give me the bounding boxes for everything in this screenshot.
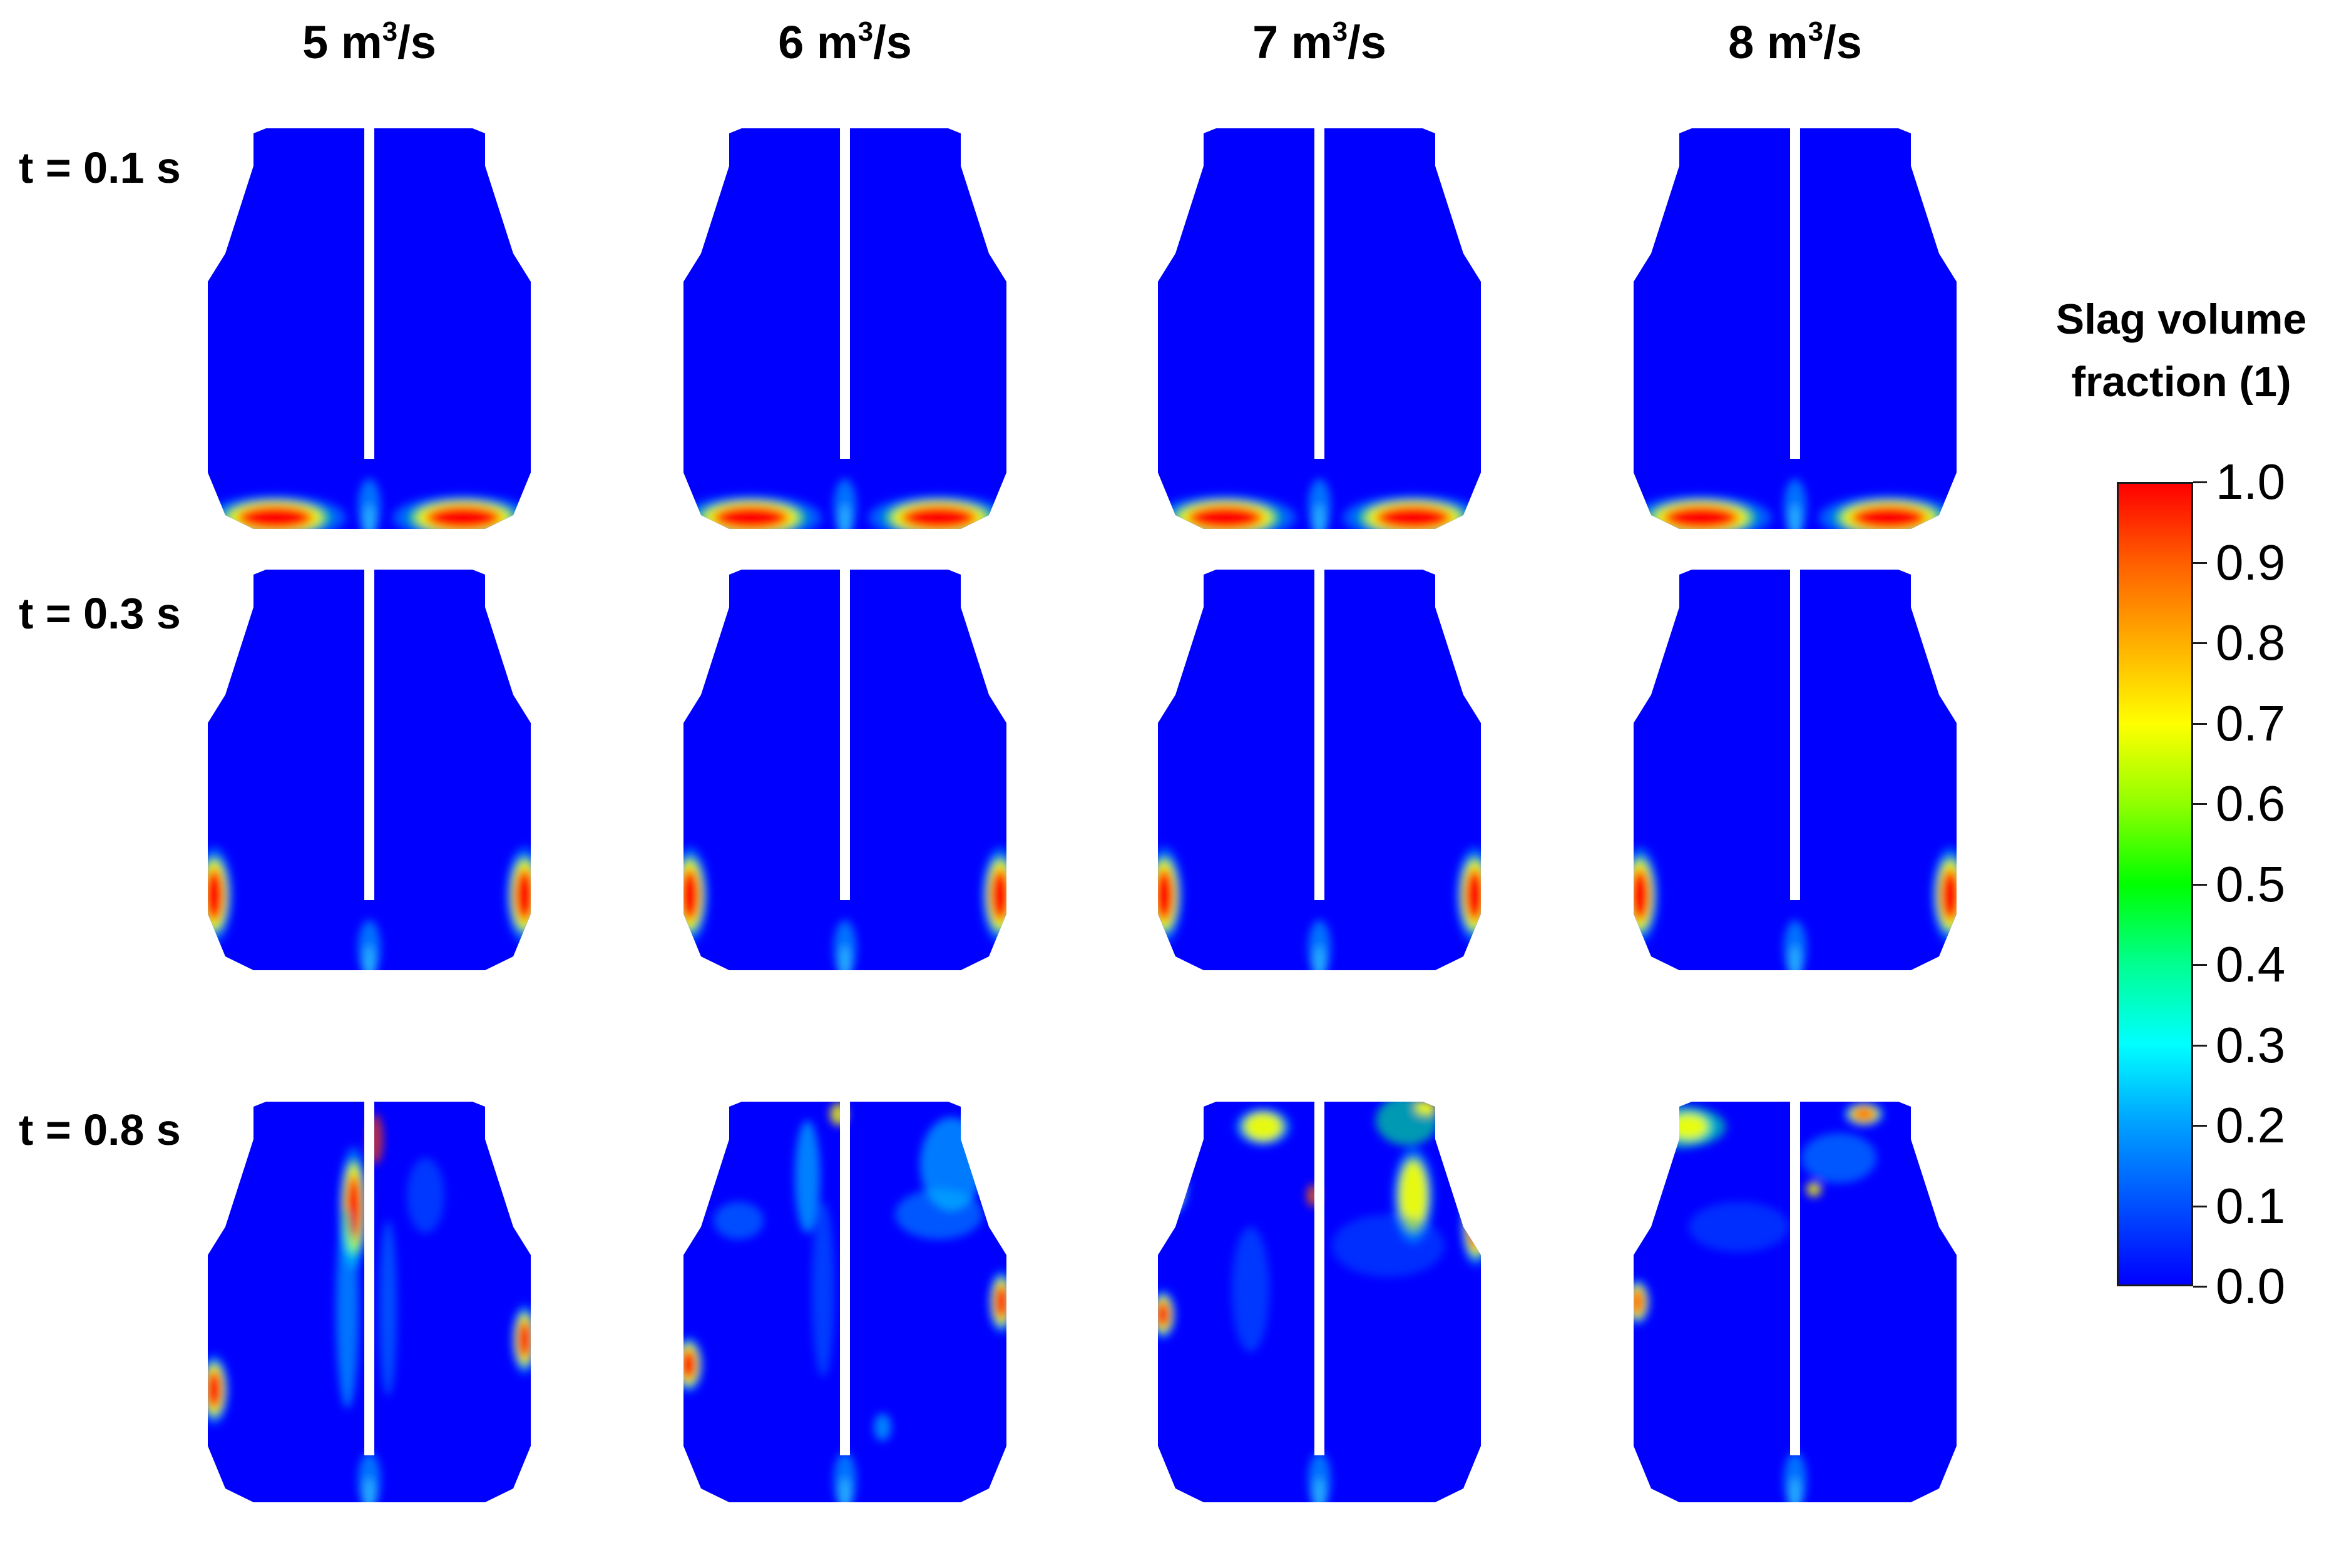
column-header-superscript: 3 [857, 16, 874, 47]
contour-panel [208, 1102, 531, 1502]
column-header-superscript: 3 [1808, 16, 1824, 47]
column-header-unit: /s [873, 16, 912, 68]
column-header-8: 8 m3/s [1639, 11, 1952, 74]
colorbar-tick-mark [2193, 1286, 2207, 1288]
contour-panel [1158, 570, 1481, 970]
column-header-label: 6 m [778, 16, 858, 68]
colorbar-tick-label: 0.2 [2216, 1097, 2286, 1153]
column-header-superscript: 3 [1332, 16, 1348, 47]
legend-title-line-1: Slag volume [2055, 295, 2307, 343]
colorbar-tick-mark [2193, 1206, 2207, 1207]
contour-panel [683, 128, 1006, 529]
row-header-t03: t = 0.3 s [19, 589, 181, 638]
column-header-label: 8 m [1728, 16, 1808, 68]
contour-panel [1158, 128, 1481, 529]
column-header-unit: /s [397, 16, 436, 68]
colorbar-tick-mark [2193, 642, 2207, 644]
column-header-unit: /s [1348, 16, 1386, 68]
colorbar-tick-label: 0.4 [2216, 936, 2286, 992]
colorbar-tick-mark [2193, 723, 2207, 725]
column-header-superscript: 3 [382, 16, 398, 47]
column-header-unit: /s [1823, 16, 1862, 68]
colorbar-tick-mark [2193, 1125, 2207, 1127]
legend-title-line-2: fraction (1) [2071, 358, 2291, 406]
legend-title: Slag volume fraction (1) [2022, 288, 2341, 413]
contour-panel [1634, 1102, 1957, 1502]
contour-panel [683, 570, 1006, 970]
contour-panel [1158, 1102, 1481, 1502]
column-header-label: 7 m [1252, 16, 1333, 68]
colorbar-tick-mark [2193, 964, 2207, 966]
colorbar [2117, 482, 2193, 1286]
colorbar-tick-mark [2193, 562, 2207, 564]
colorbar-tick-mark [2193, 481, 2207, 483]
contour-panel [208, 570, 531, 970]
contour-panel [683, 1102, 1006, 1502]
colorbar-tick-label: 0.3 [2216, 1017, 2286, 1073]
colorbar-tick-label: 1.0 [2216, 454, 2286, 510]
colorbar-tick-mark [2193, 1045, 2207, 1047]
colorbar-tick-label: 0.8 [2216, 615, 2286, 670]
colorbar-tick-label: 0.9 [2216, 535, 2286, 590]
column-header-7: 7 m3/s [1163, 11, 1476, 74]
row-header-t08: t = 0.8 s [19, 1105, 181, 1154]
colorbar-tick-label: 0.0 [2216, 1258, 2286, 1314]
row-header-t01: t = 0.1 s [19, 143, 181, 192]
colorbar-tick-label: 0.6 [2216, 776, 2286, 831]
colorbar-tick-label: 0.1 [2216, 1178, 2286, 1234]
contour-panel [1634, 570, 1957, 970]
colorbar-tick-label: 0.5 [2216, 856, 2286, 912]
column-header-5: 5 m3/s [213, 11, 526, 74]
column-header-label: 5 m [302, 16, 382, 68]
colorbar-tick-label: 0.7 [2216, 695, 2286, 751]
colorbar-tick-mark [2193, 803, 2207, 805]
contour-panel [1634, 128, 1957, 529]
colorbar-tick-mark [2193, 884, 2207, 886]
column-header-6: 6 m3/s [688, 11, 1001, 74]
contour-panel [208, 128, 531, 529]
